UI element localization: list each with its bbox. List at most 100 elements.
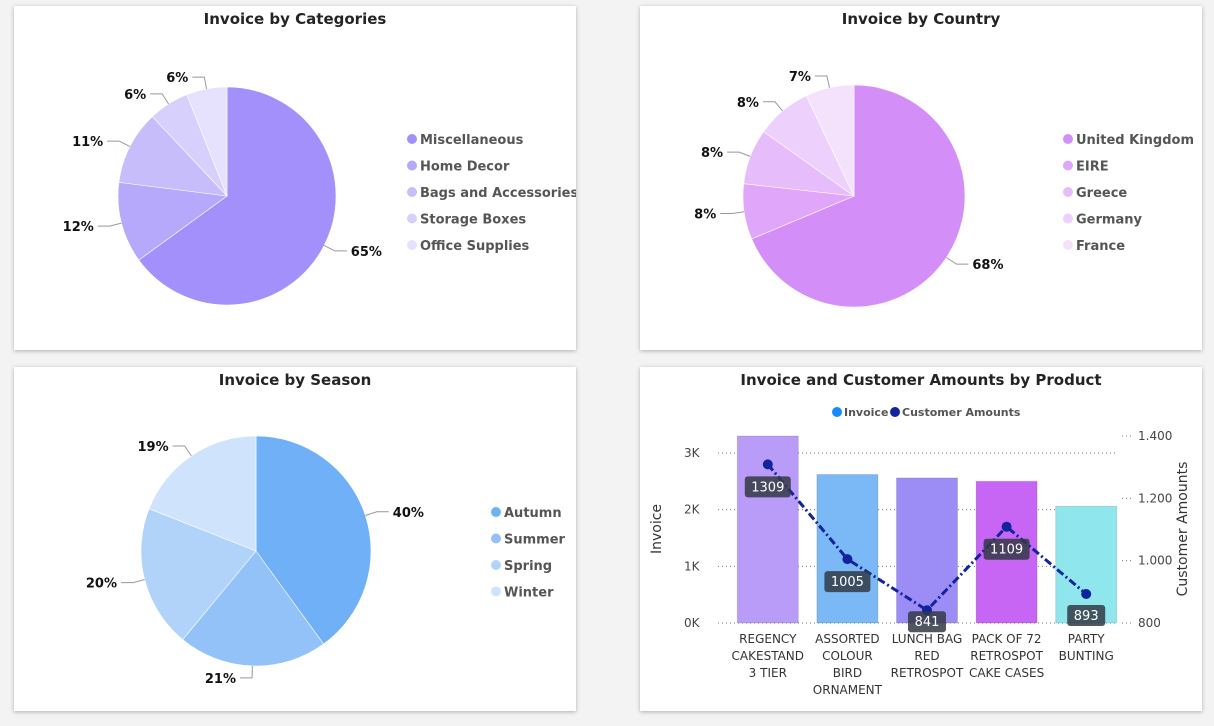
data-label-box (908, 611, 946, 633)
country-pie-chart: Invoice by Country 68% 8% 8% 8% 7% United Ki… (694, 10, 1194, 308)
data-label-united-kingdom: 68% (972, 258, 1003, 273)
legend-label: United Kingdom (1076, 133, 1194, 148)
x-tick-label: PARTY BUNTING (1059, 632, 1114, 663)
legend-item-autumn[interactable]: Autumn (491, 506, 562, 521)
legend-item-winter[interactable]: Winter (491, 586, 554, 601)
leader-line (762, 101, 784, 112)
bar-party-bunting[interactable] (1055, 505, 1118, 624)
chart-title: Invoice by Categories (204, 10, 387, 28)
pie-slice-bags-and-accessories[interactable] (118, 116, 228, 197)
data-label-1109: 1109 (983, 538, 1030, 560)
legend-item-bags-and-accessories[interactable]: Bags and Accessories (407, 186, 576, 201)
legend-marker (407, 134, 417, 144)
legend-marker (1063, 213, 1073, 224)
data-label-text: 841 (915, 615, 940, 630)
line-point[interactable] (1081, 589, 1092, 600)
data-label-text: 1109 (990, 543, 1023, 558)
pie-slice-miscellaneous[interactable] (138, 86, 337, 306)
data-label-home-decor: 12% (63, 220, 94, 235)
product-card: Invoice and Customer Amounts by Product … (640, 367, 1202, 711)
data-label-box (1067, 605, 1106, 627)
season-card: Invoice by Season 40% 21% 20% 19% Autumn Sum… (14, 367, 576, 711)
bar-assorted-colour-bird-ornament[interactable] (816, 474, 879, 624)
data-label-1309: 1309 (744, 476, 791, 498)
legend-item-greece[interactable]: Greece (1063, 186, 1127, 201)
leader-line (720, 211, 745, 215)
legend-marker (407, 240, 417, 250)
line-point[interactable] (762, 459, 773, 470)
legend-marker (1063, 160, 1073, 171)
pie-slice-office-supplies[interactable] (186, 86, 228, 197)
legend-marker (407, 213, 417, 224)
y-tick-label: 0K (684, 616, 701, 630)
data-label-storage-boxes: 6% (124, 88, 146, 103)
categories-card: Invoice by Categories 65% 12% 11% 6% 6% Misc… (14, 6, 576, 350)
chart-title: Invoice by Country (842, 10, 1001, 28)
chart-title: Invoice by Season (219, 371, 372, 389)
legend-item-invoice[interactable]: Invoice (832, 406, 888, 419)
legend-marker (491, 560, 501, 570)
legend-marker (491, 533, 501, 544)
leader-line (946, 257, 969, 265)
leader-line (150, 93, 170, 105)
legend-item-summer[interactable]: Summer (491, 533, 566, 548)
data-label-box (983, 538, 1030, 560)
leader-line (97, 222, 122, 227)
legend-label: EIRE (1076, 160, 1109, 175)
data-label-893: 893 (1067, 605, 1106, 627)
legend-item-home-decor[interactable]: Home Decor (407, 160, 510, 175)
pie-slice-france[interactable] (805, 84, 855, 197)
y-tick-label: 3K (684, 446, 701, 460)
y2-axis-title: Customer Amounts (1175, 462, 1191, 597)
pie-slice-autumn[interactable] (255, 435, 372, 645)
legend-item-germany[interactable]: Germany (1063, 213, 1142, 228)
legend-marker (890, 407, 900, 417)
y-axis-title: Invoice (649, 504, 665, 554)
pie-slice-spring[interactable] (140, 508, 257, 641)
data-label-office-supplies: 6% (166, 71, 188, 86)
legend-item-united-kingdom[interactable]: United Kingdom (1063, 133, 1194, 148)
x-tick-label: REGENCY CAKESTAND 3 TIER (732, 632, 804, 680)
legend-label: Winter (504, 586, 554, 601)
legend-item-eire[interactable]: EIRE (1063, 160, 1109, 175)
line-point[interactable] (842, 554, 853, 565)
categories-pie-chart: Invoice by Categories 65% 12% 11% 6% 6% Misc… (63, 10, 576, 306)
legend-label: Germany (1076, 213, 1142, 228)
legend-item-storage-boxes[interactable]: Storage Boxes (407, 213, 526, 228)
pie-slice-winter[interactable] (148, 435, 257, 552)
data-label-box (744, 476, 791, 498)
legend-label: Office Supplies (420, 239, 530, 254)
season-pie-chart: Invoice by Season 40% 21% 20% 19% Autumn Sum… (86, 371, 566, 687)
y2-tick-label: 800 (1138, 616, 1161, 630)
customer-amounts-line (766, 463, 1088, 613)
data-label-france: 7% (789, 70, 811, 85)
legend-item-office-supplies[interactable]: Office Supplies (407, 239, 530, 254)
legend-label: Customer Amounts (902, 406, 1021, 419)
leader-line (107, 140, 131, 147)
data-label-spring: 20% (86, 577, 117, 592)
legend-item-france[interactable]: France (1063, 239, 1125, 254)
bar-lunch-bag-red-retrospot[interactable] (896, 477, 958, 624)
x-tick-label: LUNCH BAG RED RETROSPOT (891, 632, 964, 680)
data-label-text: 893 (1074, 609, 1099, 624)
leader-line (120, 579, 145, 584)
data-label-miscellaneous: 65% (351, 245, 382, 260)
legend-item-customer-amounts[interactable]: Customer Amounts (890, 406, 1021, 419)
chart-title: Invoice and Customer Amounts by Product (740, 371, 1101, 389)
pie-slice-united-kingdom[interactable] (751, 84, 966, 308)
pie-slice-summer[interactable] (182, 550, 325, 667)
legend-label: Storage Boxes (420, 213, 526, 228)
x-tick-label: PACK OF 72 RETROSPOT CAKE CASES (969, 632, 1044, 680)
legend-label: Invoice (844, 406, 888, 419)
data-label-1005: 1005 (824, 571, 871, 593)
leader-line (365, 511, 389, 516)
leader-line (192, 76, 208, 90)
legend-label: France (1076, 239, 1125, 254)
legend-marker (491, 586, 501, 597)
legend-item-miscellaneous[interactable]: Miscellaneous (407, 133, 524, 148)
legend-item-spring[interactable]: Spring (491, 559, 552, 574)
data-label-greece: 8% (701, 146, 723, 161)
y-tick-label: 1K (684, 559, 701, 573)
y2-tick-label: 1.200 (1138, 491, 1172, 505)
line-point[interactable] (1001, 521, 1012, 532)
